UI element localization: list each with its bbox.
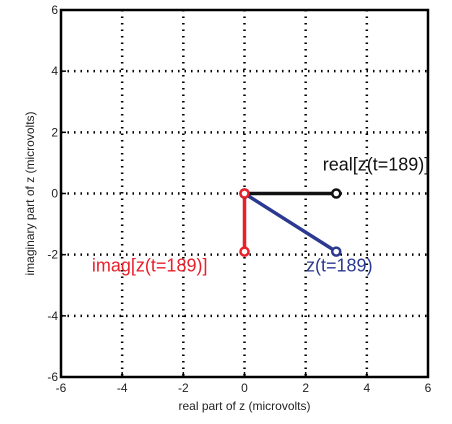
x-axis-label: real part of z (microvolts) (178, 399, 310, 413)
x-tick-label: -4 (117, 381, 128, 395)
series-annotation: real[z(t=189)] (323, 155, 430, 175)
y-tick-label: -2 (47, 248, 58, 262)
y-tick-label: 2 (51, 125, 58, 139)
y-tick-label: 4 (51, 64, 58, 78)
series-point (239, 246, 250, 257)
y-tick-label: 6 (51, 3, 58, 17)
x-tick-label: 0 (241, 381, 248, 395)
x-tick-label: 6 (425, 381, 432, 395)
series-point (331, 188, 342, 199)
series-layer (239, 188, 342, 257)
y-tick-label: -4 (47, 309, 58, 323)
y-tick-label: -6 (47, 370, 58, 384)
series-point (331, 246, 342, 257)
x-tick-label: -2 (178, 381, 189, 395)
series-annotation: imag[z(t=189)] (92, 255, 208, 275)
series-annotation: z(t=189) (306, 255, 373, 275)
x-tick-label: 4 (363, 381, 370, 395)
y-axis-label: imaginary part of z (microvolts) (23, 111, 37, 275)
x-tick-label: 2 (302, 381, 309, 395)
y-tick-label: 0 (51, 187, 58, 201)
series-line (242, 191, 338, 254)
annotation-layer: real[z(t=189)] imag[z(t=189)] z(t=189) (92, 155, 429, 276)
tick-layer: -6 -4 -2 0 2 4 6 -6 -4 -2 0 2 4 6 (47, 3, 431, 395)
series-point (239, 188, 250, 199)
x-tick-label: -6 (56, 381, 67, 395)
